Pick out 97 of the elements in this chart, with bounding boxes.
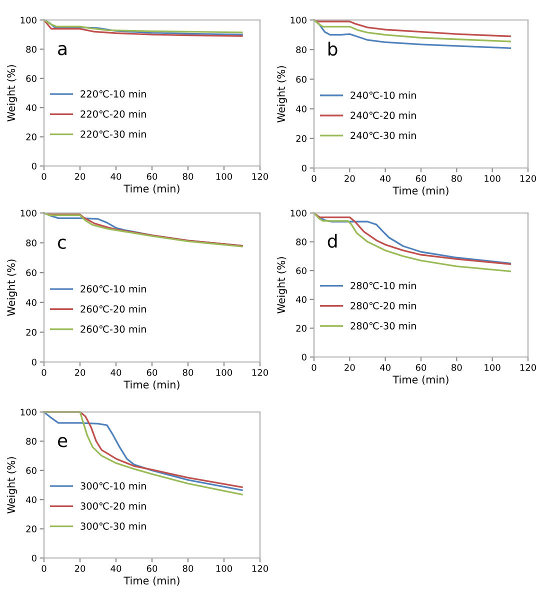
y-axis-title: Weight (%)	[276, 66, 288, 122]
y-tick-label: 60	[26, 467, 36, 474]
x-tick-label: 40	[380, 364, 390, 371]
x-tick-label: 20	[74, 565, 86, 572]
y-tick-label: 60	[26, 269, 36, 276]
x-tick-label: 0	[42, 173, 46, 180]
legend-label: 260℃-30 min	[80, 325, 146, 333]
legend-label: 220℃-20 min	[80, 110, 146, 118]
y-tick-label: 0	[32, 162, 36, 170]
annotation: a	[58, 44, 66, 56]
legend-label: 260℃-20 min	[80, 305, 146, 313]
y-tick-label: 0	[32, 554, 36, 562]
y-tick-label: 20	[26, 134, 36, 140]
y-tick-label: 100	[290, 210, 306, 217]
x-tick-label: 100	[216, 565, 232, 572]
legend-label: 300℃-20 min	[80, 502, 146, 510]
y-axis-title: Weight (%)	[6, 260, 18, 316]
x-tick-label: 60	[416, 175, 426, 182]
annotation: e	[58, 436, 68, 448]
x-tick-label: 80	[452, 364, 462, 371]
x-tick-label: 40	[380, 175, 390, 182]
x-tick-label: 40	[110, 369, 122, 376]
x-tick-label: 80	[182, 173, 194, 180]
annotation: b	[328, 42, 338, 56]
x-tick-label: 100	[484, 364, 500, 371]
y-tick-label: 20	[26, 526, 36, 532]
x-tick-label: 60	[416, 364, 426, 371]
legend-label: 300℃-30 min	[80, 522, 146, 530]
y-tick-label: 100	[20, 408, 36, 416]
y-tick-label: 80	[296, 46, 306, 54]
y-tick-label: 60	[296, 267, 306, 274]
y-tick-label: 80	[26, 46, 36, 53]
x-tick-label: 80	[182, 565, 194, 572]
legend-label: 240℃-20 min	[350, 111, 416, 120]
legend-label: 240℃-10 min	[350, 91, 416, 99]
y-axis-title: Weight (%)	[276, 257, 288, 314]
y-tick-label: 0	[302, 164, 306, 172]
x-tick-label: 120	[252, 565, 268, 572]
y-tick-label: 100	[20, 210, 36, 217]
y-tick-label: 0	[32, 358, 36, 366]
x-tick-label: 0	[312, 364, 316, 371]
y-tick-label: 20	[296, 135, 306, 142]
annotation: d	[328, 234, 337, 248]
legend-label: 280℃-10 min	[350, 282, 416, 290]
line-series	[313, 19, 511, 38]
annotation: c	[58, 238, 66, 250]
legend-label: 240℃-30 min	[350, 132, 416, 140]
legend-label: 280℃-20 min	[350, 302, 416, 310]
y-tick-label: 40	[26, 299, 36, 306]
y-tick-label: 80	[26, 438, 36, 445]
x-tick-label: 120	[520, 175, 536, 182]
x-tick-label: 100	[484, 175, 500, 182]
y-tick-label: 40	[26, 496, 36, 504]
x-tick-label: 20	[74, 173, 86, 180]
y-tick-label: 60	[296, 76, 306, 83]
y-axis-title: Weight (%)	[6, 457, 18, 514]
y-tick-label: 20	[296, 324, 306, 332]
y-tick-label: 60	[26, 75, 36, 82]
x-tick-label: 20	[344, 175, 355, 182]
y-axis-title: Weight (%)	[6, 65, 18, 122]
x-tick-label: 80	[452, 175, 462, 182]
x-tick-label: 60	[146, 173, 158, 180]
x-tick-label: 120	[252, 173, 268, 180]
line-series	[313, 19, 511, 42]
legend-label: 220℃-30 min	[80, 130, 146, 138]
y-tick-label: 80	[26, 240, 36, 246]
y-tick-label: 20	[26, 328, 36, 336]
legend-label: 220℃-10 min	[80, 90, 146, 98]
x-tick-label: 20	[74, 369, 86, 376]
x-axis-title: Time (min)	[124, 576, 180, 586]
x-tick-label: 100	[216, 369, 232, 376]
y-tick-label: 40	[296, 106, 306, 112]
y-tick-label: 40	[26, 104, 36, 112]
x-tick-label: 120	[252, 369, 268, 376]
y-tick-label: 100	[290, 16, 306, 24]
legend-label: 280℃-30 min	[350, 322, 416, 330]
x-tick-label: 20	[344, 364, 355, 371]
y-tick-label: 0	[302, 354, 306, 361]
x-tick-label: 80	[182, 369, 194, 376]
x-axis-title: Time (min)	[124, 184, 180, 194]
x-tick-label: 40	[110, 173, 122, 180]
x-tick-label: 0	[42, 565, 46, 572]
x-tick-label: 0	[42, 369, 46, 376]
x-tick-label: 60	[146, 369, 158, 376]
legend-label: 300℃-10 min	[80, 482, 146, 490]
x-axis-title: Time (min)	[392, 375, 448, 385]
x-axis-title: Time (min)	[392, 186, 448, 196]
x-axis-title: Time (min)	[124, 380, 180, 390]
x-tick-label: 100	[216, 173, 232, 180]
x-tick-label: 0	[312, 175, 316, 182]
x-tick-label: 40	[110, 565, 122, 572]
y-tick-label: 100	[20, 16, 36, 24]
x-tick-label: 60	[146, 565, 158, 572]
y-tick-label: 40	[296, 296, 306, 303]
y-tick-label: 80	[296, 238, 306, 246]
x-tick-label: 120	[520, 364, 536, 371]
legend-label: 260℃-10 min	[80, 285, 146, 293]
